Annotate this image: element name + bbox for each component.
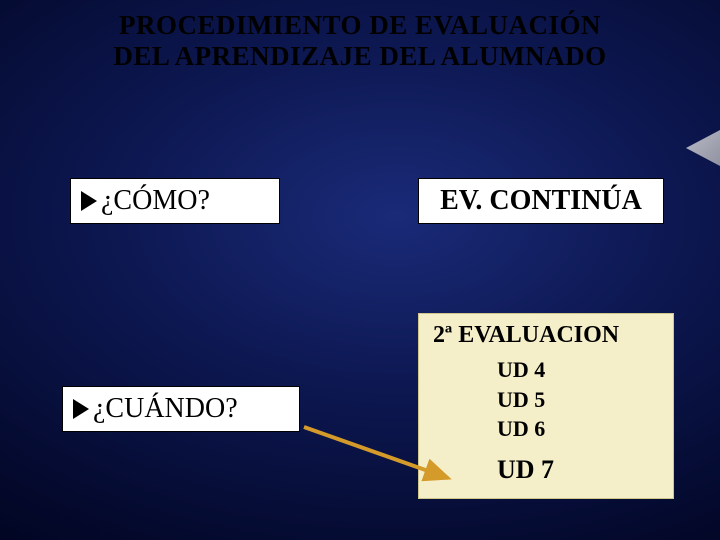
arrow-icon xyxy=(0,0,720,540)
